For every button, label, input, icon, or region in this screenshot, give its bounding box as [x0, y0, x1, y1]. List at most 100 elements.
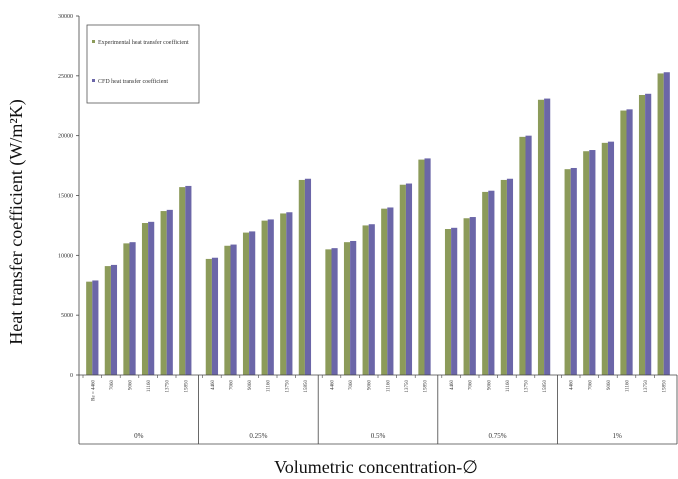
x-group-label: 0.75%	[489, 432, 507, 440]
bar-experimental	[620, 110, 627, 375]
bar-cfd	[405, 183, 413, 375]
x-category-label: 9060	[248, 380, 253, 391]
y-tick-label: 30000	[58, 14, 73, 20]
x-group-label: 0%	[134, 432, 144, 440]
legend-entry-cfd: CFD heat transfer coefficient	[98, 78, 168, 85]
bar-experimental	[325, 249, 332, 375]
bar-cfd	[249, 231, 256, 375]
y-axis: 0 5000 10000 15000 20000 25000 30000	[58, 14, 80, 379]
bar-experimental	[601, 142, 608, 375]
x-category-label: 15850	[304, 380, 309, 393]
x-category-label: 11160	[267, 380, 272, 393]
bar-cfd	[166, 209, 173, 375]
bars	[86, 72, 670, 376]
x-category-label: 7060	[230, 380, 235, 391]
x-category-label: 4460	[331, 380, 336, 391]
x-category-label: 13750	[644, 380, 649, 393]
bar-cfd	[387, 207, 394, 375]
x-group-label: 0.25%	[249, 432, 267, 440]
bar-cfd	[451, 227, 458, 375]
y-tick-label: 15000	[58, 194, 73, 200]
y-tick-label: 20000	[58, 134, 73, 140]
bar-experimental	[444, 229, 452, 375]
y-tick-label: 10000	[58, 253, 73, 259]
bar-experimental	[399, 184, 406, 375]
bar-cfd	[331, 248, 338, 375]
bar-experimental	[381, 208, 388, 375]
bar-experimental	[86, 281, 93, 375]
x-category-label: 9060	[487, 380, 492, 391]
x-category-label: 11160	[626, 380, 631, 393]
bar-cfd	[626, 109, 633, 375]
x-category-label: 15850	[424, 380, 429, 393]
x-category-label: 15850	[663, 380, 668, 393]
x-category-label: 4460	[570, 380, 575, 391]
bar-cfd	[469, 217, 476, 375]
bar-experimental	[482, 191, 489, 375]
x-axis-title: Volumetric concentration-∅	[274, 457, 478, 477]
bar-experimental	[280, 213, 287, 375]
x-category-label: 11160	[147, 380, 152, 393]
x-category-label: 4460	[211, 380, 216, 391]
bar-experimental	[179, 187, 186, 375]
y-tick-label: 25000	[58, 74, 73, 80]
bar-cfd	[211, 257, 219, 375]
bar-cfd	[589, 150, 596, 375]
bar-experimental	[362, 225, 369, 375]
x-category-label: 7060	[469, 380, 474, 391]
bar-experimental	[224, 245, 231, 375]
bar-experimental	[298, 179, 305, 375]
legend-swatch-experimental	[92, 40, 95, 43]
bar-experimental	[104, 266, 111, 375]
legend: Experimental heat transfer coefficient C…	[86, 24, 200, 104]
x-category-label: Re = 4460	[91, 380, 96, 401]
bar-experimental	[205, 258, 212, 375]
x-category-label: 13750	[525, 380, 530, 393]
legend-box	[86, 24, 200, 104]
bar-experimental	[657, 73, 664, 375]
bar-experimental	[500, 179, 507, 375]
bar-cfd	[570, 167, 577, 375]
x-category-label: 11160	[386, 380, 391, 393]
bar-cfd	[645, 93, 652, 375]
bar-cfd	[350, 240, 357, 375]
bar-experimental	[564, 169, 571, 375]
bar-experimental	[463, 218, 470, 375]
bar-experimental	[519, 136, 526, 375]
bar-cfd	[110, 264, 118, 375]
bar-experimental	[343, 242, 351, 375]
bar-experimental	[583, 151, 590, 375]
x-axis: Re = 4460 7060 9060 11160 13750 15850 0% 4460 70…	[78, 374, 678, 445]
x-category-label: 9060	[129, 380, 134, 391]
legend-swatch-cfd	[92, 79, 95, 82]
x-group-label: 0.5%	[371, 432, 386, 440]
x-category-label: 7060	[349, 380, 354, 391]
bar-experimental	[261, 220, 268, 375]
bar-cfd	[185, 185, 192, 375]
bar-cfd	[506, 178, 514, 375]
bar-experimental	[537, 99, 545, 376]
x-group-label: 1%	[613, 432, 623, 440]
y-axis-title: Heat transfer coefficient (W/m²K)	[6, 99, 27, 344]
x-category-label: 15850	[543, 380, 548, 393]
bar-cfd	[424, 158, 431, 375]
bar-cfd	[607, 141, 615, 375]
bar-cfd	[488, 190, 495, 375]
bar-cfd	[525, 135, 532, 375]
bar-experimental	[123, 243, 130, 375]
bar-experimental	[242, 232, 250, 375]
bar-cfd	[148, 221, 155, 375]
bar-cfd	[544, 98, 551, 375]
x-category-label: 13750	[285, 380, 290, 393]
bar-cfd	[368, 224, 375, 375]
x-category-label: 7060	[110, 380, 115, 391]
bar-cfd	[267, 219, 274, 375]
bar-cfd	[92, 280, 99, 375]
y-tick-label: 0	[70, 373, 73, 379]
bar-experimental	[638, 94, 646, 375]
x-category-label: 7060	[588, 380, 593, 391]
bar-experimental	[160, 211, 167, 375]
x-category-label: 9060	[607, 380, 612, 391]
x-category-label: 13750	[405, 380, 410, 393]
